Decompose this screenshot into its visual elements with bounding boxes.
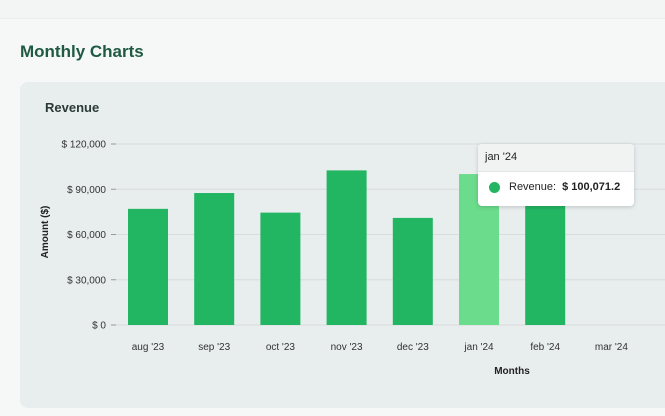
tooltip-value: $ 100,071.2 <box>562 181 621 193</box>
y-tick-label: $ 0 <box>92 321 106 332</box>
x-tick-label: aug '23 <box>132 342 165 353</box>
x-axis-title: Months <box>494 366 530 377</box>
x-tick-label: mar '24 <box>595 342 628 353</box>
bar[interactable] <box>260 212 301 325</box>
bar[interactable] <box>326 170 367 325</box>
x-tick-label: oct '23 <box>266 342 296 353</box>
bars <box>128 170 566 325</box>
tooltip-month: jan '24 <box>478 144 634 172</box>
x-tick-label: sep '23 <box>198 342 230 353</box>
top-header-strip <box>0 0 665 19</box>
page-title: Monthly Charts <box>20 42 144 61</box>
y-tick-label: $ 60,000 <box>67 230 106 241</box>
chart-tooltip: jan '24 Revenue: $ 100,071.2 <box>478 144 634 206</box>
y-tick-label: $ 30,000 <box>67 275 106 286</box>
bar[interactable] <box>392 217 433 325</box>
x-axis-ticks: aug '23 sep '23 oct '23 nov '23 dec '23 jan '… <box>132 342 629 353</box>
bar[interactable] <box>128 208 168 325</box>
bar[interactable] <box>525 189 566 325</box>
tooltip-row: Revenue: $ 100,071.2 <box>478 172 634 193</box>
x-tick-label: feb '24 <box>530 342 560 353</box>
x-tick-label: jan '24 <box>463 342 494 353</box>
y-tick-label: $ 90,000 <box>67 185 106 196</box>
y-tick-label: $ 120,000 <box>62 140 107 151</box>
x-tick-label: nov '23 <box>331 342 363 353</box>
series-color-dot-icon <box>489 181 500 193</box>
x-tick-label: dec '23 <box>397 342 429 353</box>
bar[interactable] <box>194 193 235 325</box>
tooltip-series-label: Revenue: <box>509 181 557 193</box>
y-axis-ticks: $ 0 $ 30,000 $ 60,000 $ 90,000 $ 120,000 <box>62 140 116 332</box>
chart-title: Revenue <box>45 100 100 115</box>
y-axis-title: Amount ($) <box>40 206 51 259</box>
